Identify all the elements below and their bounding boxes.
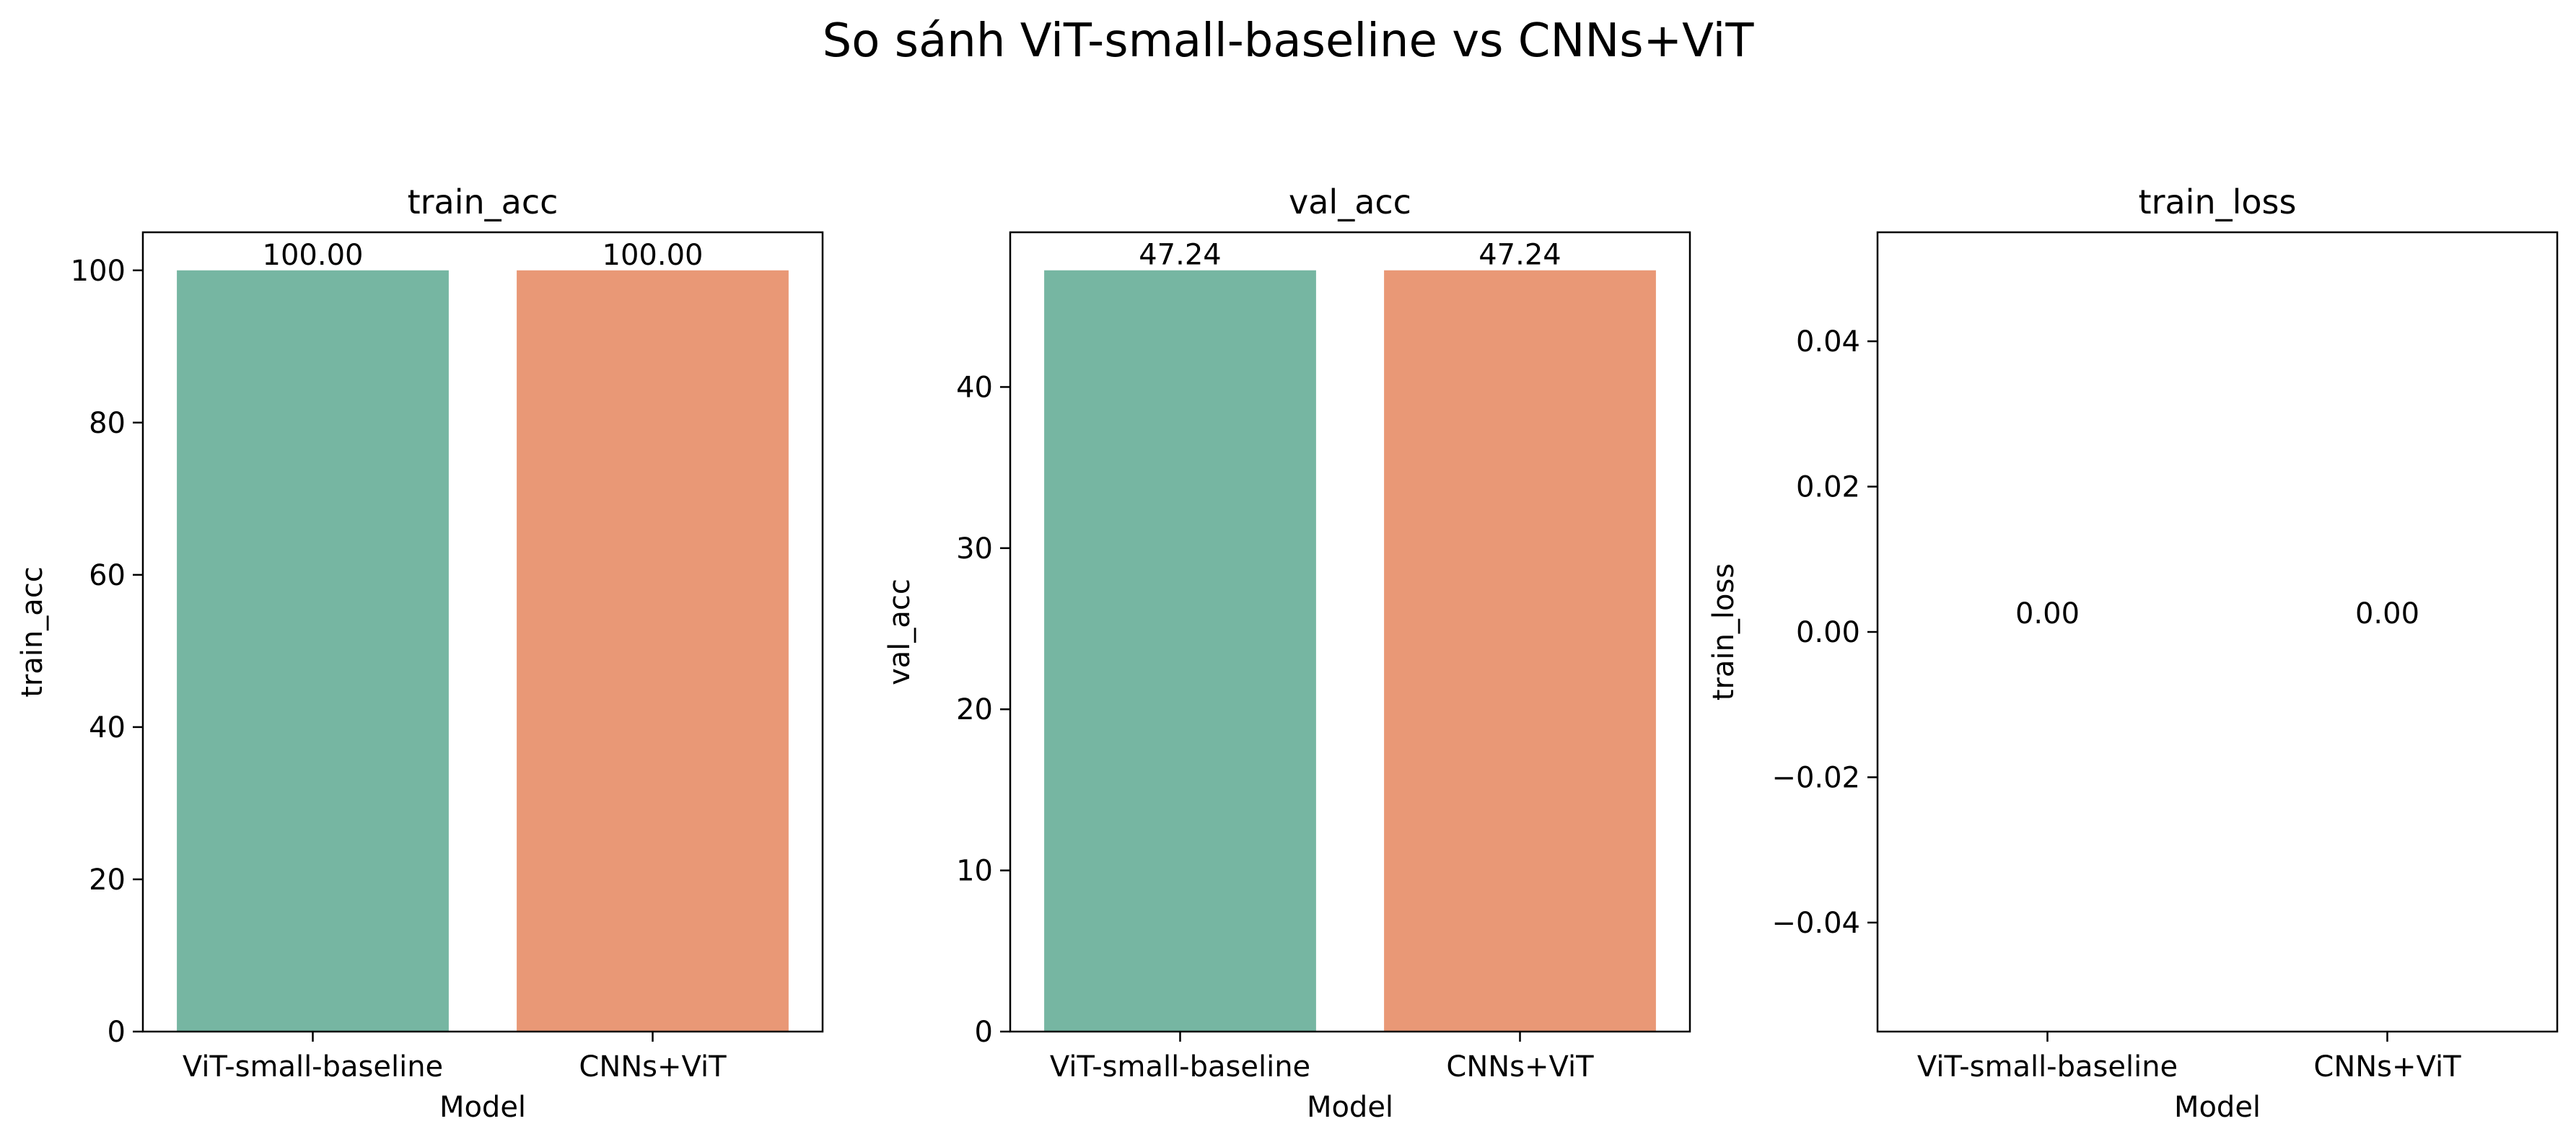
y-tick-label: 40 <box>89 711 126 744</box>
bar-value-label: 47.24 <box>1478 239 1561 272</box>
subplot-title: val_acc <box>1289 183 1411 221</box>
subplot-train-acc: train_acc train_acc Model 0 20 40 60 80 100 V… <box>16 183 824 1124</box>
x-tick-label: ViT-small-baseline <box>1917 1050 2178 1084</box>
bar-cnns-vit <box>517 270 789 1032</box>
x-axis-label: Model <box>1307 1091 1393 1124</box>
bar-value-label: 0.00 <box>2015 597 2080 630</box>
figure-title: So sánh ViT-small-baseline vs CNNs+ViT <box>823 14 1755 68</box>
bar-vit-small-baseline <box>1044 270 1316 1032</box>
y-tick-label: 0 <box>975 1016 993 1049</box>
bar-value-label: 100.00 <box>603 239 704 272</box>
y-tick-label: 80 <box>89 407 126 440</box>
axes-frame <box>141 231 824 1033</box>
bar-value-label: 0.00 <box>2355 597 2419 630</box>
subplot-val-acc: val_acc val_acc Model 0 10 20 30 40 ViT-smal… <box>883 183 1691 1124</box>
y-tick-label: 0.04 <box>1796 325 1860 359</box>
axes-frame <box>1009 231 1691 1033</box>
y-tick-label: −0.04 <box>1771 907 1860 940</box>
y-tick-label: 20 <box>89 863 126 897</box>
subplot-title: train_acc <box>408 183 558 221</box>
x-tick-label: ViT-small-baseline <box>1050 1050 1310 1084</box>
y-tick-label: −0.02 <box>1771 761 1860 794</box>
y-axis-label: train_acc <box>16 566 49 698</box>
y-tick-label: 30 <box>956 532 993 566</box>
x-axis-label: Model <box>2174 1091 2261 1124</box>
x-axis-label: Model <box>439 1091 526 1124</box>
bar-cnns-vit <box>1384 270 1656 1032</box>
subplot-train-loss: train_loss train_loss Model −0.04 −0.02 0.… <box>1707 183 2559 1124</box>
y-tick-label: 20 <box>956 693 993 726</box>
y-tick-label: 40 <box>956 371 993 404</box>
bar-vit-small-baseline <box>177 270 449 1032</box>
y-tick-label: 0.00 <box>1796 616 1860 649</box>
y-tick-label: 60 <box>89 559 126 592</box>
bar-value-label: 100.00 <box>263 239 364 272</box>
subplot-title: train_loss <box>2139 183 2297 221</box>
bar-value-label: 47.24 <box>1139 239 1222 272</box>
x-tick-label: CNNs+ViT <box>579 1050 727 1084</box>
x-tick-label: CNNs+ViT <box>2313 1050 2461 1084</box>
y-axis-label: train_loss <box>1707 563 1740 700</box>
y-axis-label: val_acc <box>883 579 916 685</box>
y-tick-label: 10 <box>956 855 993 888</box>
axes-frame <box>1876 231 2559 1033</box>
y-tick-label: 0 <box>108 1016 126 1049</box>
y-tick-label: 0.02 <box>1796 471 1860 504</box>
y-tick-label: 100 <box>71 255 126 288</box>
x-tick-label: CNNs+ViT <box>1446 1050 1594 1084</box>
x-tick-label: ViT-small-baseline <box>183 1050 443 1084</box>
